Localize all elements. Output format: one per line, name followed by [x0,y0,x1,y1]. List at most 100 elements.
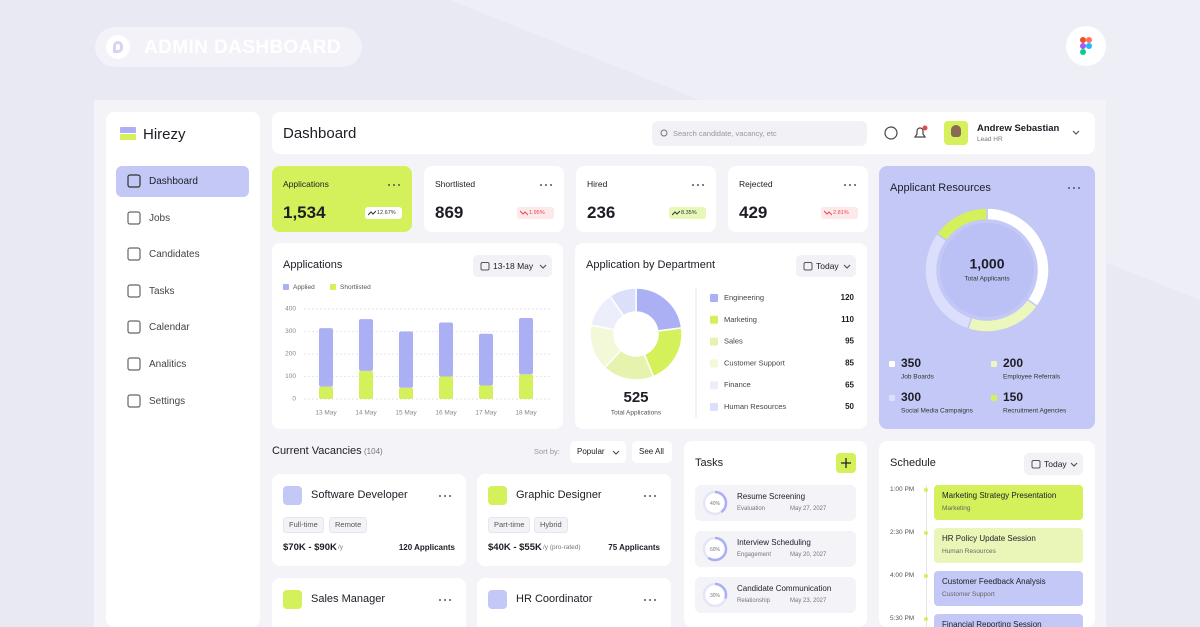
job-period: /y (pro-rated) [543,544,581,551]
legend-value: 65 [845,380,854,389]
nav-icon [127,284,141,298]
sort-dropdown[interactable]: Popular [570,441,626,463]
timeline-dot [924,488,928,492]
dropdown[interactable]: 13-18 May [473,255,552,277]
icon [644,495,656,497]
nav-label: Jobs [149,212,171,224]
y-tick-label: 100 [285,373,296,380]
task-title: Interview Scheduling [737,538,811,547]
job-applicants: 120 Applicants [398,543,455,552]
icon [660,129,668,137]
event-card[interactable]: Financial Reporting Session [934,614,1083,627]
see-all-button[interactable]: See All [632,441,672,463]
menu-dot [849,184,851,186]
legend-value: 150 [1003,390,1023,404]
menu-dot [398,184,400,186]
x-tick-label: 16 May [435,410,457,417]
total-value: 1,000 [969,256,1004,272]
vacancy-count: (104) [364,447,383,456]
progress-label: 40% [710,501,721,507]
job-icon [283,590,302,609]
nav-icon [127,320,141,334]
icon [127,320,141,334]
nav-label: Tasks [149,285,175,297]
icon: 30% [702,582,728,608]
legend-label: Marketing [724,315,757,324]
stat-card: Applications 1,534 12.67% [272,166,412,232]
icon [439,495,451,497]
task-date: May 23, 2027 [790,598,827,604]
nav-item[interactable]: Settings [116,386,249,417]
bar-segment [519,318,533,375]
nav-icon [127,357,141,371]
y-tick-label: 300 [285,328,296,335]
chart-title: Applicant Resources [890,182,991,194]
legend-swatch [710,381,718,390]
donut-slice [935,207,988,242]
event-title: HR Policy Update Session [942,534,1036,543]
dropdown[interactable]: Today [1024,453,1083,475]
icon [388,184,400,186]
nav-item[interactable]: Candidates [116,239,249,270]
legend-swatch [283,284,289,290]
legend-label: Customer Support [724,358,786,367]
icon [1072,130,1080,135]
icon [539,264,547,269]
legend-swatch [710,403,718,411]
timeline [925,485,927,627]
nav-item[interactable]: Jobs [116,203,249,234]
job-card: Sales Manager [272,578,466,627]
job-title: Graphic Designer [516,489,602,501]
tasks-card: Tasks 40% Resume Screening Evaluation May 27… [684,441,867,627]
nav-icon [127,174,141,188]
search-box[interactable]: Search candidate, vacancy, etc [652,121,867,146]
icon [368,210,376,216]
search-icon [660,129,668,137]
notification-dot [922,125,928,131]
bar-segment [439,322,453,377]
total-label: Total Applications [611,410,662,417]
event-card[interactable]: Marketing Strategy Presentation Marketing [934,485,1083,520]
menu-dot [654,495,656,497]
nav-item[interactable]: Calendar [116,312,249,343]
nav-item[interactable]: Dashboard [116,166,249,197]
bar-segment [319,386,333,399]
legend-label: Job Boards [901,374,935,381]
bar-segment [399,387,413,399]
event-card[interactable]: HR Policy Update Session Human Resources [934,528,1083,563]
icon [803,262,813,271]
legend-value: 350 [901,356,921,370]
timeline-dot [924,574,928,578]
task-item[interactable]: 60% Interview Scheduling Engagement May 20,… [695,531,856,567]
task-item[interactable]: 30% Candidate Communication Relationship Ma… [695,577,856,613]
legend-label: Employee Referrals [1003,374,1061,381]
user-role: Lead HR [977,136,1003,143]
legend-swatch [889,395,895,401]
progress-ring [702,490,728,516]
nav-item[interactable]: Analitics [116,349,249,380]
figma-dot [1080,37,1086,43]
icon [644,599,656,601]
change-badge: 2.81% [821,207,858,219]
brand-name: Hirezy [143,126,186,143]
job-tag: Remote [329,517,368,533]
menu-dot [644,495,646,497]
job-salary: $40K - $55K [488,542,542,553]
task-title: Resume Screening [737,492,806,501]
task-item[interactable]: 40% Resume Screening Evaluation May 27, 202… [695,485,856,521]
chevron [1072,130,1080,135]
figma-dot [1080,43,1086,49]
event-card[interactable]: Customer Feedback Analysis Customer Suppo… [934,571,1083,606]
dropdown-label: 13-18 May [493,261,534,271]
icon [824,210,832,216]
legend-swatch [991,395,997,401]
nav-item[interactable]: Tasks [116,276,249,307]
icon [540,184,552,186]
schedule-card: Schedule Today 1:00 PM Marketing Strategy P… [879,441,1095,627]
add-task-button[interactable] [836,453,856,473]
dropdown[interactable]: Today [796,255,856,277]
icon [127,210,141,225]
total-label: Total Applicants [964,276,1010,283]
legend-value: 120 [841,293,855,302]
task-category: Evaluation [737,506,766,512]
